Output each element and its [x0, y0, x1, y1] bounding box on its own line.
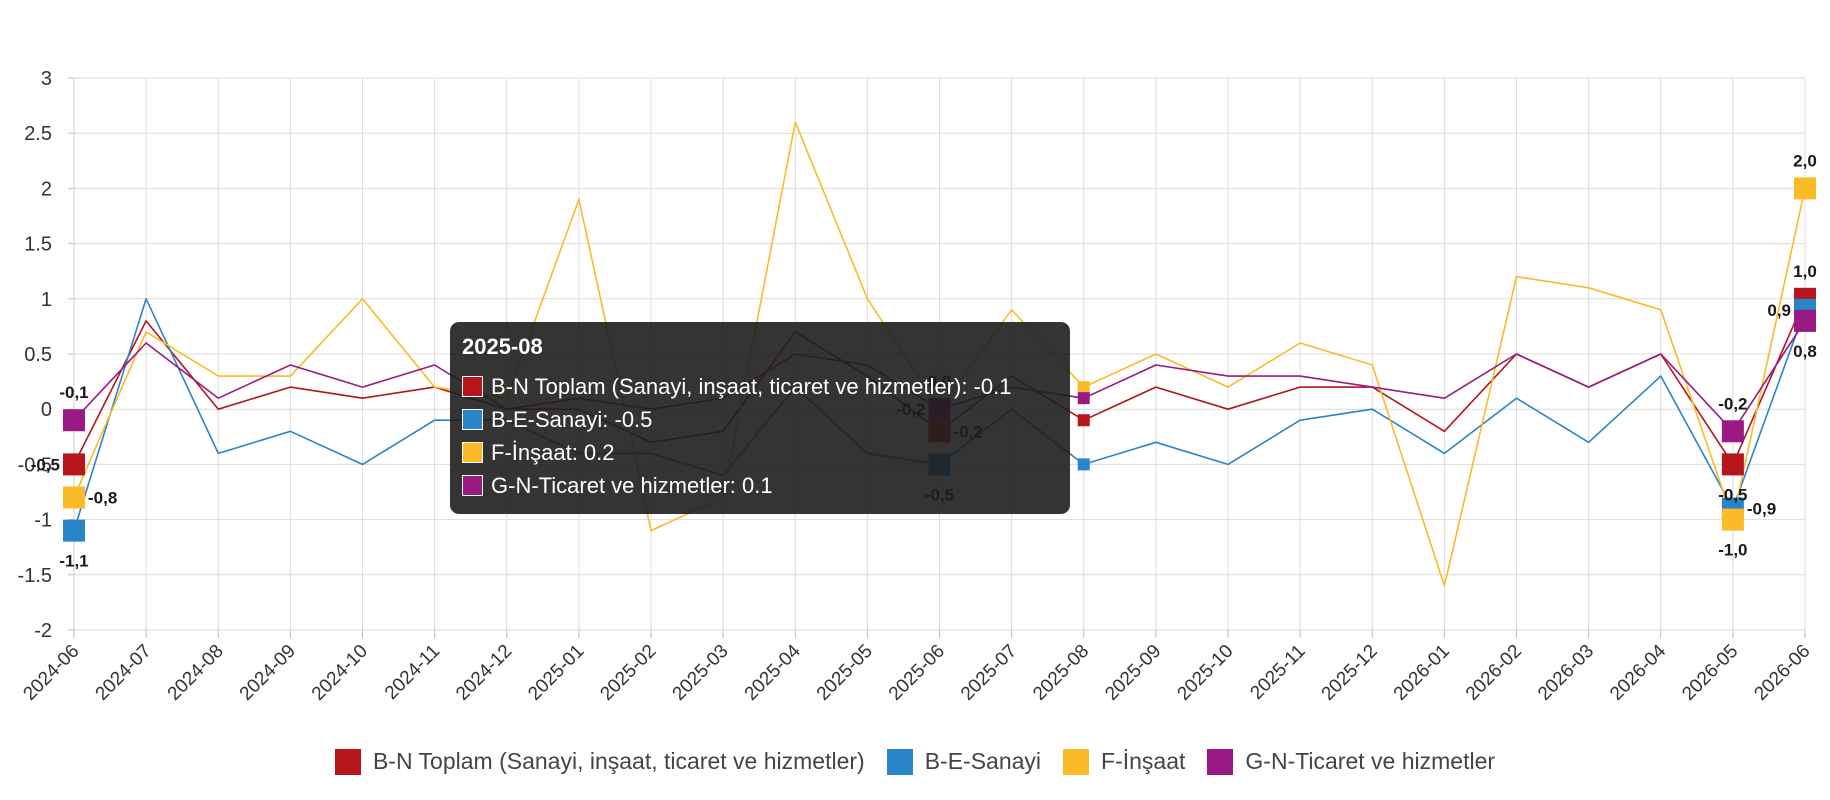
y-tick-label: 2	[41, 178, 52, 200]
legend-item-insaat[interactable]: F-İnşaat	[1063, 748, 1185, 775]
x-tick-label: 2025-10	[1173, 641, 1237, 705]
tooltip-row: B-N Toplam (Sanayi, inşaat, ticaret ve h…	[462, 370, 1058, 403]
data-point-marker	[1721, 420, 1744, 443]
hover-point-marker	[1077, 458, 1090, 471]
data-label: -0,2	[1718, 394, 1747, 413]
data-label: -0,9	[1747, 500, 1776, 519]
tooltip-title: 2025-08	[462, 334, 543, 359]
y-tick-label: 3	[41, 68, 52, 90]
data-point-marker	[63, 519, 85, 542]
legend-swatch	[1207, 748, 1234, 775]
legend: B-N Toplam (Sanayi, inşaat, ticaret ve h…	[0, 748, 1830, 775]
x-tick-label: 2026-04	[1606, 640, 1670, 704]
x-tick-label: 2025-07	[957, 641, 1021, 705]
hover-point-marker	[1077, 381, 1090, 394]
tooltip-swatch	[462, 376, 483, 397]
y-tick-label: 1.5	[24, 234, 52, 256]
legend-label: F-İnşaat	[1101, 748, 1186, 774]
y-tick-label: 0	[41, 399, 52, 421]
y-tick-label: -2	[34, 620, 52, 642]
tooltip-row-text: B-E-Sanayi: -0.5	[491, 406, 653, 432]
x-tick-label: 2025-01	[524, 641, 588, 705]
data-point-marker	[63, 453, 85, 476]
tooltip: 2025-08 B-N Toplam (Sanayi, inşaat, tica…	[450, 322, 1070, 514]
tooltip-row: G-N-Ticaret ve hizmetler: 0.1	[462, 469, 1058, 502]
legend-label: G-N-Ticaret ve hizmetler	[1245, 748, 1496, 774]
data-label: -0,5	[1718, 485, 1747, 504]
tooltip-row-text: F-İnşaat: 0.2	[491, 439, 615, 465]
x-tick-label: 2024-10	[308, 641, 372, 705]
data-point-marker	[1794, 177, 1816, 200]
tooltip-row-text: G-N-Ticaret ve hizmetler: 0.1	[491, 472, 773, 498]
y-tick-label: 1	[41, 289, 52, 311]
x-tick-label: 2026-05	[1678, 641, 1742, 705]
x-tick-label: 2024-06	[19, 641, 83, 705]
tooltip-row: F-İnşaat: 0.2	[462, 436, 1058, 469]
x-tick-label: 2025-02	[596, 641, 660, 705]
tooltip-row: B-E-Sanayi: -0.5	[462, 403, 1058, 436]
x-tick-label: 2026-06	[1750, 641, 1814, 705]
x-tick-label: 2025-12	[1318, 641, 1382, 705]
data-label: -1,0	[1718, 541, 1747, 560]
data-label: -0,5	[31, 455, 60, 474]
y-tick-label: 2.5	[24, 123, 52, 145]
data-point-marker	[1721, 508, 1744, 531]
x-tick-label: 2026-02	[1462, 641, 1526, 705]
data-point-marker	[1794, 309, 1816, 332]
legend-swatch	[1063, 748, 1090, 775]
data-label: -0,1	[59, 383, 88, 402]
data-label: 1,0	[1793, 262, 1817, 281]
legend-label: B-N Toplam (Sanayi, inşaat, ticaret ve h…	[372, 748, 865, 774]
y-tick-label: -0.5	[18, 454, 52, 476]
x-tick-label: 2024-07	[92, 641, 156, 705]
x-tick-label: 2024-08	[164, 641, 228, 705]
legend-item-sanayi[interactable]: B-E-Sanayi	[886, 748, 1042, 775]
tooltip-row-text: B-N Toplam (Sanayi, inşaat, ticaret ve h…	[491, 373, 1012, 399]
data-label: 2,0	[1793, 151, 1817, 170]
x-tick-label: 2025-03	[669, 641, 733, 705]
x-tick-label: 2024-12	[452, 641, 516, 705]
x-tick-label: 2026-01	[1390, 641, 1454, 705]
data-point-marker	[63, 486, 85, 509]
data-label: 0,8	[1793, 342, 1817, 361]
x-tick-label: 2026-03	[1534, 641, 1598, 705]
hover-point-marker	[1077, 414, 1090, 427]
y-tick-label: 0.5	[24, 344, 52, 366]
tooltip-swatch	[462, 475, 483, 496]
x-tick-label: 2025-11	[1246, 641, 1309, 704]
x-tick-label: 2025-06	[885, 641, 949, 705]
hover-point-marker	[1077, 392, 1090, 405]
x-tick-label: 2024-09	[236, 641, 300, 705]
legend-swatch	[334, 748, 361, 775]
y-tick-label: -1.5	[18, 565, 52, 587]
tooltip-swatch	[462, 409, 483, 430]
tooltip-swatch	[462, 442, 483, 463]
data-label: 0,9	[1767, 301, 1791, 320]
legend-item-toplam[interactable]: B-N Toplam (Sanayi, inşaat, ticaret ve h…	[334, 748, 865, 775]
legend-item-ticaret[interactable]: G-N-Ticaret ve hizmetler	[1207, 748, 1495, 775]
x-tick-label: 2024-11	[381, 641, 444, 704]
x-tick-label: 2025-09	[1101, 641, 1165, 705]
x-tick-label: 2025-08	[1029, 641, 1093, 705]
data-point-marker	[63, 409, 85, 432]
data-label: -0,8	[88, 489, 117, 508]
data-label: -1,1	[59, 552, 88, 571]
y-tick-label: -1	[34, 510, 52, 532]
data-point-marker	[1721, 453, 1744, 476]
x-tick-label: 2025-05	[813, 641, 877, 705]
legend-swatch	[886, 748, 913, 775]
x-tick-label: 2025-04	[741, 640, 805, 704]
legend-label: B-E-Sanayi	[924, 748, 1042, 774]
